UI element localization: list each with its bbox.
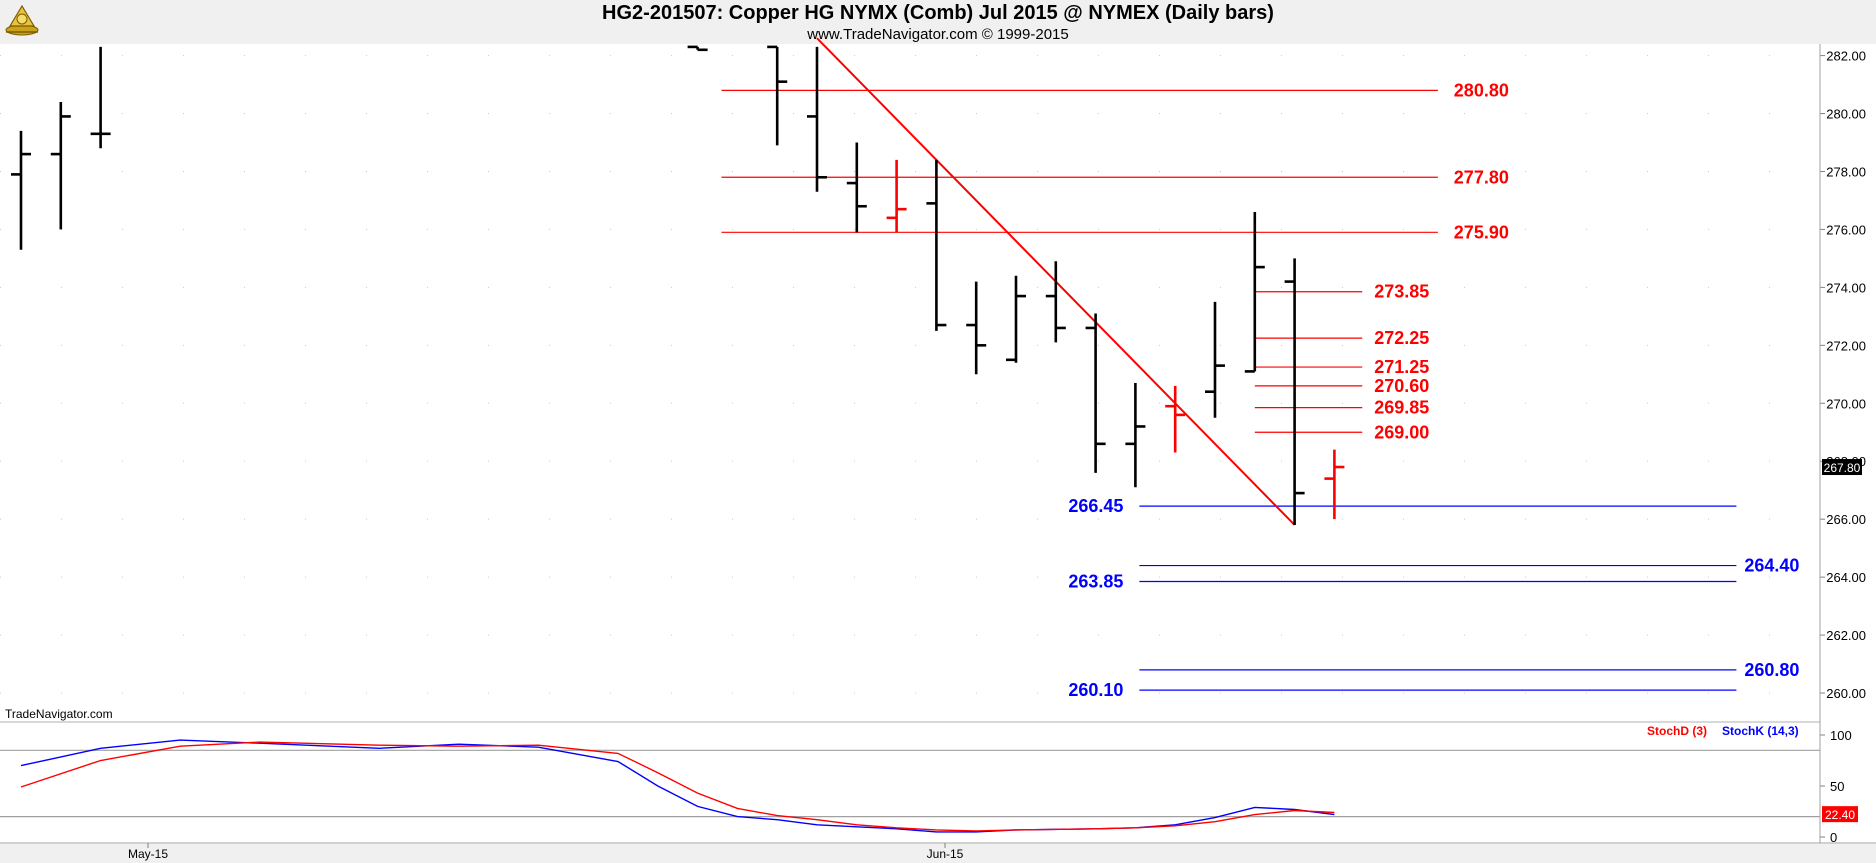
level-label: 269.85 xyxy=(1374,398,1429,418)
osc-last-value: 22.40 xyxy=(1825,808,1855,822)
stoch-series-line xyxy=(20,741,1335,832)
stoch-series-line xyxy=(20,739,1335,833)
y-tick-label: 260.00 xyxy=(1826,686,1866,701)
ohlc-bar xyxy=(50,101,71,230)
ohlc-bar xyxy=(1205,301,1225,418)
level-label: 272.25 xyxy=(1374,328,1429,348)
y-tick-label: 282.00 xyxy=(1826,49,1866,64)
chart-subtitle: www.TradeNavigator.com © 1999-2015 xyxy=(807,26,1069,43)
stochastic-pane: 100 50 0 22.40 StochD (3) StochK (14,3) xyxy=(0,724,1858,845)
level-label: 273.85 xyxy=(1374,282,1429,302)
level-label: 277.80 xyxy=(1454,167,1509,187)
level-label: 280.80 xyxy=(1454,80,1509,100)
y-tick-label: 278.00 xyxy=(1826,164,1866,179)
ohlc-bar xyxy=(767,45,788,146)
price-bars xyxy=(11,45,1345,525)
y-tick-label: 280.00 xyxy=(1826,107,1866,122)
ohlc-bar xyxy=(966,281,987,375)
level-label: 271.25 xyxy=(1374,357,1429,377)
level-label: 260.80 xyxy=(1744,660,1799,680)
title-bar xyxy=(0,0,1876,44)
x-axis-band xyxy=(0,844,1876,863)
ohlc-bar xyxy=(1085,313,1106,473)
legend-stochk: StochK (14,3) xyxy=(1722,724,1799,738)
x-tick-label: May-15 xyxy=(128,847,168,861)
ohlc-bar xyxy=(90,46,111,149)
ohlc-bar xyxy=(807,46,827,192)
ohlc-bar xyxy=(1324,449,1345,520)
ohlc-bar xyxy=(1165,385,1186,453)
last-price-label: 267.80 xyxy=(1824,461,1861,475)
ohlc-bar xyxy=(846,142,867,233)
ohlc-bar xyxy=(687,45,708,52)
x-tick-label: Jun-15 xyxy=(927,847,964,861)
y-tick-label: 272.00 xyxy=(1826,338,1866,353)
chart-title: HG2-201507: Copper HG NYMX (Comb) Jul 20… xyxy=(602,2,1274,24)
level-label: 275.90 xyxy=(1454,222,1509,242)
level-label: 264.40 xyxy=(1744,556,1799,576)
ohlc-bar xyxy=(11,130,31,250)
y-tick-label: 270.00 xyxy=(1826,396,1866,411)
osc-y-tick-label: 0 xyxy=(1830,830,1837,845)
y-tick-label: 276.00 xyxy=(1826,222,1866,237)
level-label: 263.85 xyxy=(1068,571,1123,591)
trade-navigator-logo-icon xyxy=(2,2,42,43)
level-lines: 280.80 277.80 275.90 273.85 272.25 271.25270.… xyxy=(721,80,1799,700)
grid xyxy=(0,55,1820,694)
price-axis: 282.00 280.00 278.00 276.00 274.00 272.00 270.… xyxy=(1820,49,1866,701)
level-label: 260.10 xyxy=(1068,680,1123,700)
ohlc-bar xyxy=(1244,212,1265,373)
osc-last-value-tag xyxy=(1822,806,1858,823)
ohlc-bar xyxy=(926,159,947,331)
osc-y-tick-label: 100 xyxy=(1830,728,1852,743)
ohlc-bar xyxy=(1045,261,1066,343)
watermark: TradeNavigator.com xyxy=(5,707,113,721)
level-label: 269.00 xyxy=(1374,422,1429,442)
time-axis: May-15 Jun-15 xyxy=(128,843,964,861)
ohlc-bar xyxy=(1125,383,1146,488)
y-tick-label: 266.00 xyxy=(1826,512,1866,527)
osc-y-tick-label: 50 xyxy=(1830,779,1844,794)
y-tick-label: 264.00 xyxy=(1826,570,1866,585)
level-label: 270.60 xyxy=(1374,376,1429,396)
y-tick-label: 274.00 xyxy=(1826,280,1866,295)
ohlc-bar xyxy=(886,159,907,233)
ohlc-bar xyxy=(1284,258,1305,525)
last-price-tag xyxy=(1822,459,1862,476)
legend-stochd: StochD (3) xyxy=(1647,724,1707,738)
y-tick-label: 262.00 xyxy=(1826,628,1866,643)
level-label: 266.45 xyxy=(1068,496,1123,516)
ohlc-bar xyxy=(1006,275,1026,363)
